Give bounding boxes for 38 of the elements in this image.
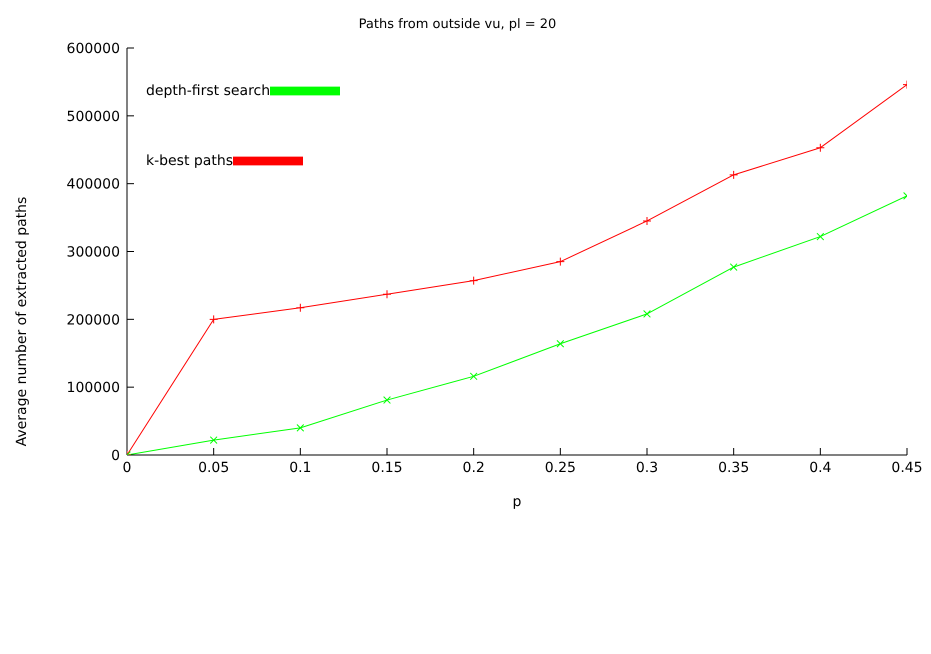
y-tick-label: 300000 (66, 244, 120, 260)
x-tick-label: 0.05 (198, 460, 230, 476)
point (642, 216, 652, 226)
point (382, 290, 392, 299)
point (209, 314, 218, 324)
y-tick-label: 600000 (66, 40, 120, 57)
point (816, 232, 824, 240)
x-axis-title: p (512, 494, 522, 510)
y-tick-label: 500000 (66, 108, 120, 125)
point (730, 263, 738, 271)
x-tick-label: 0.35 (718, 460, 750, 476)
y-axis-title: Average number of extracted paths (14, 196, 30, 446)
x-tick-label: 0.4 (809, 460, 832, 476)
x-tick-label: 0 (122, 460, 132, 476)
point (556, 257, 565, 266)
point (210, 436, 218, 444)
point (296, 303, 305, 312)
x-tick-label: 0.15 (371, 460, 403, 476)
point (296, 424, 304, 432)
x-tick-label: 0.45 (891, 460, 923, 476)
y-tick-label: 0 (111, 448, 120, 464)
legend-label: k-best paths (146, 153, 234, 170)
y-tick-label: 200000 (66, 312, 120, 328)
point (469, 276, 478, 286)
point (729, 170, 738, 180)
y-tick-label: 400000 (66, 176, 120, 193)
y-tick-label: 100000 (66, 380, 120, 396)
chart-title: Paths from outside vu, pl = 20 (358, 17, 556, 32)
x-tick-label: 0.2 (462, 460, 485, 476)
legend-label: depth-first search (146, 83, 270, 100)
x-tick-label: 0.1 (289, 460, 312, 476)
point (556, 340, 564, 348)
x-tick-label: 0.3 (636, 460, 658, 476)
x-tick-label: 0.25 (544, 460, 576, 476)
point (470, 372, 478, 380)
point (816, 143, 825, 152)
point (643, 310, 651, 318)
point (383, 396, 391, 404)
